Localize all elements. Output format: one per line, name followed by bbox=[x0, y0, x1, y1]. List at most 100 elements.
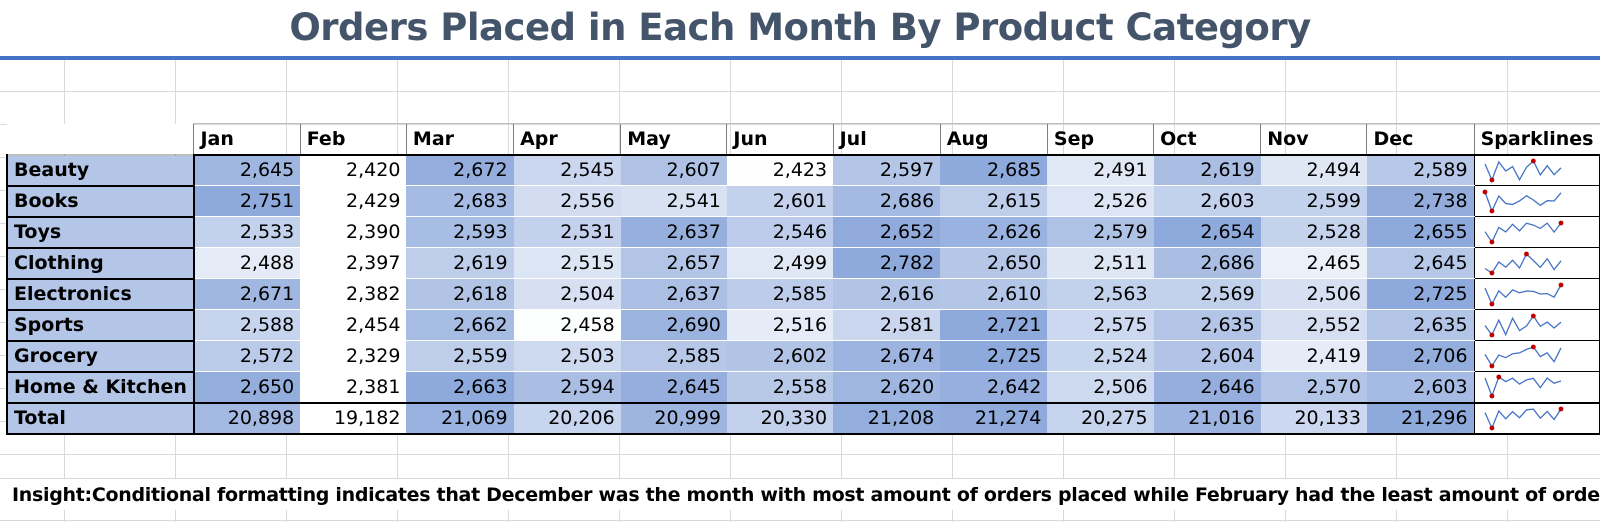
value-cell[interactable]: 2,610 bbox=[940, 278, 1048, 310]
value-cell[interactable]: 2,503 bbox=[513, 340, 621, 372]
value-cell[interactable]: 2,558 bbox=[726, 371, 834, 403]
sparkline-cell[interactable] bbox=[1473, 154, 1600, 186]
value-cell[interactable]: 2,494 bbox=[1260, 154, 1367, 186]
value-cell[interactable]: 2,528 bbox=[1260, 216, 1367, 248]
value-cell[interactable]: 2,504 bbox=[513, 278, 621, 310]
category-label-cell[interactable]: Books bbox=[6, 184, 195, 218]
value-cell[interactable]: 2,585 bbox=[726, 278, 834, 310]
value-cell[interactable]: 2,645 bbox=[1366, 247, 1475, 279]
value-cell[interactable]: 2,690 bbox=[620, 309, 727, 341]
value-cell[interactable]: 2,531 bbox=[513, 216, 621, 248]
value-cell[interactable]: 2,546 bbox=[726, 216, 834, 248]
value-cell[interactable]: 2,506 bbox=[1260, 278, 1367, 310]
value-cell[interactable]: 2,429 bbox=[300, 185, 407, 217]
category-label-cell[interactable]: Sports bbox=[6, 308, 195, 342]
value-cell[interactable]: 2,579 bbox=[1047, 216, 1154, 248]
value-cell[interactable]: 2,499 bbox=[726, 247, 834, 279]
value-cell[interactable]: 2,650 bbox=[192, 371, 301, 403]
header-month-cell[interactable]: Dec bbox=[1366, 123, 1475, 156]
value-cell[interactable]: 2,620 bbox=[833, 371, 941, 403]
value-cell[interactable]: 2,329 bbox=[300, 340, 407, 372]
value-cell[interactable]: 2,751 bbox=[192, 185, 301, 217]
total-value-cell[interactable]: 20,133 bbox=[1260, 401, 1367, 435]
header-month-cell[interactable]: Oct bbox=[1153, 123, 1261, 156]
sparkline-cell[interactable] bbox=[1473, 247, 1600, 279]
total-label-cell[interactable]: Total bbox=[6, 401, 195, 435]
header-month-cell[interactable]: Apr bbox=[513, 123, 621, 156]
value-cell[interactable]: 2,654 bbox=[1153, 216, 1261, 248]
value-cell[interactable]: 2,552 bbox=[1260, 309, 1367, 341]
value-cell[interactable]: 2,706 bbox=[1366, 340, 1475, 372]
value-cell[interactable]: 2,390 bbox=[300, 216, 407, 248]
category-label-cell[interactable]: Beauty bbox=[6, 153, 195, 187]
value-cell[interactable]: 2,725 bbox=[1366, 278, 1475, 310]
value-cell[interactable]: 2,671 bbox=[192, 278, 301, 310]
value-cell[interactable]: 2,397 bbox=[300, 247, 407, 279]
value-cell[interactable]: 2,423 bbox=[726, 154, 834, 186]
value-cell[interactable]: 2,524 bbox=[1047, 340, 1154, 372]
value-cell[interactable]: 2,381 bbox=[300, 371, 407, 403]
value-cell[interactable]: 2,569 bbox=[1153, 278, 1261, 310]
value-cell[interactable]: 2,725 bbox=[940, 340, 1048, 372]
total-value-cell[interactable]: 20,898 bbox=[192, 401, 301, 435]
value-cell[interactable]: 2,637 bbox=[620, 216, 727, 248]
value-cell[interactable]: 2,602 bbox=[726, 340, 834, 372]
total-value-cell[interactable]: 21,016 bbox=[1153, 401, 1261, 435]
sparkline-cell[interactable] bbox=[1473, 340, 1600, 372]
value-cell[interactable]: 2,645 bbox=[192, 154, 301, 186]
value-cell[interactable]: 2,782 bbox=[833, 247, 941, 279]
value-cell[interactable]: 2,601 bbox=[726, 185, 834, 217]
header-month-cell[interactable]: Feb bbox=[299, 123, 407, 156]
value-cell[interactable]: 2,619 bbox=[406, 247, 514, 279]
value-cell[interactable]: 2,686 bbox=[833, 185, 941, 217]
value-cell[interactable]: 2,593 bbox=[406, 216, 514, 248]
value-cell[interactable]: 2,556 bbox=[513, 185, 621, 217]
header-month-cell[interactable]: Aug bbox=[939, 123, 1048, 156]
value-cell[interactable]: 2,581 bbox=[833, 309, 941, 341]
value-cell[interactable]: 2,420 bbox=[300, 154, 407, 186]
total-value-cell[interactable]: 20,275 bbox=[1047, 401, 1154, 435]
value-cell[interactable]: 2,575 bbox=[1047, 309, 1154, 341]
value-cell[interactable]: 2,650 bbox=[940, 247, 1048, 279]
sparkline-cell[interactable] bbox=[1473, 216, 1600, 248]
value-cell[interactable]: 2,545 bbox=[513, 154, 621, 186]
value-cell[interactable]: 2,585 bbox=[620, 340, 727, 372]
value-cell[interactable]: 2,515 bbox=[513, 247, 621, 279]
value-cell[interactable]: 2,589 bbox=[1366, 154, 1475, 186]
value-cell[interactable]: 2,618 bbox=[406, 278, 514, 310]
value-cell[interactable]: 2,645 bbox=[620, 371, 727, 403]
value-cell[interactable]: 2,646 bbox=[1153, 371, 1261, 403]
value-cell[interactable]: 2,657 bbox=[620, 247, 727, 279]
header-month-cell[interactable]: Sep bbox=[1046, 123, 1154, 156]
value-cell[interactable]: 2,635 bbox=[1153, 309, 1261, 341]
value-cell[interactable]: 2,563 bbox=[1047, 278, 1154, 310]
value-cell[interactable]: 2,655 bbox=[1366, 216, 1475, 248]
total-value-cell[interactable]: 20,330 bbox=[726, 401, 834, 435]
insight-text[interactable]: Insight:Conditional formatting indicates… bbox=[0, 478, 1600, 510]
value-cell[interactable]: 2,516 bbox=[726, 309, 834, 341]
value-cell[interactable]: 2,607 bbox=[620, 154, 727, 186]
category-label-cell[interactable]: Electronics bbox=[6, 277, 195, 311]
sparkline-cell[interactable] bbox=[1473, 278, 1600, 310]
value-cell[interactable]: 2,506 bbox=[1047, 371, 1154, 403]
header-month-cell[interactable]: Jul bbox=[832, 123, 941, 156]
sparkline-cell[interactable] bbox=[1473, 185, 1600, 217]
value-cell[interactable]: 2,454 bbox=[300, 309, 407, 341]
category-label-cell[interactable]: Grocery bbox=[6, 339, 195, 373]
value-cell[interactable]: 2,603 bbox=[1153, 185, 1261, 217]
value-cell[interactable]: 2,642 bbox=[940, 371, 1048, 403]
value-cell[interactable]: 2,616 bbox=[833, 278, 941, 310]
header-month-cell[interactable]: Mar bbox=[405, 123, 514, 156]
value-cell[interactable]: 2,637 bbox=[620, 278, 727, 310]
sparkline-cell[interactable] bbox=[1473, 309, 1600, 341]
value-cell[interactable]: 2,603 bbox=[1366, 371, 1475, 403]
value-cell[interactable]: 2,570 bbox=[1260, 371, 1367, 403]
value-cell[interactable]: 2,559 bbox=[406, 340, 514, 372]
value-cell[interactable]: 2,721 bbox=[940, 309, 1048, 341]
value-cell[interactable]: 2,599 bbox=[1260, 185, 1367, 217]
value-cell[interactable]: 2,572 bbox=[192, 340, 301, 372]
header-month-cell[interactable]: Jun bbox=[726, 123, 834, 156]
value-cell[interactable]: 2,588 bbox=[192, 309, 301, 341]
value-cell[interactable]: 2,619 bbox=[1153, 154, 1261, 186]
value-cell[interactable]: 2,685 bbox=[940, 154, 1048, 186]
